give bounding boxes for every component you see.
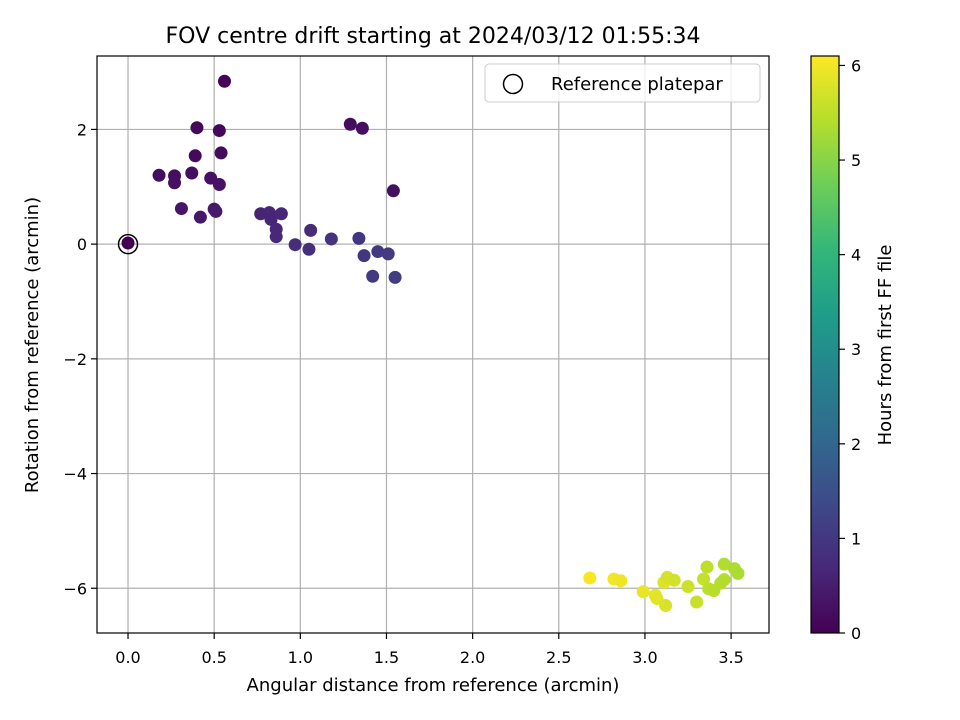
data-point bbox=[352, 231, 366, 245]
data-point bbox=[218, 74, 232, 88]
x-tick-label: 3.0 bbox=[632, 648, 657, 667]
data-point bbox=[386, 184, 400, 198]
data-point bbox=[681, 580, 695, 594]
y-tick-label: −2 bbox=[63, 350, 87, 369]
data-point bbox=[717, 573, 731, 587]
data-point bbox=[188, 149, 202, 163]
legend-label-reference: Reference platepar bbox=[551, 74, 723, 95]
colorbar-tick-label: 6 bbox=[851, 56, 861, 75]
colorbar-tick-label: 5 bbox=[851, 151, 861, 170]
chart-title: FOV centre drift starting at 2024/03/12 … bbox=[166, 24, 701, 49]
legend-box bbox=[484, 63, 761, 103]
data-point bbox=[717, 557, 731, 571]
data-points bbox=[121, 74, 745, 612]
data-point bbox=[700, 560, 714, 574]
data-point bbox=[343, 117, 357, 131]
data-point bbox=[583, 571, 597, 585]
data-point bbox=[667, 573, 681, 587]
data-point bbox=[288, 238, 302, 252]
x-tick-label: 0.0 bbox=[115, 648, 140, 667]
data-point bbox=[697, 572, 711, 586]
y-tick-label: −6 bbox=[63, 579, 87, 598]
data-point bbox=[371, 245, 385, 259]
plot-frame bbox=[96, 55, 770, 634]
data-point bbox=[636, 585, 650, 599]
colorbar-ticks: 0 1 2 3 4 5 6 bbox=[839, 56, 861, 643]
grid bbox=[97, 56, 769, 633]
data-point bbox=[193, 210, 207, 224]
data-point bbox=[302, 242, 316, 256]
data-point bbox=[168, 176, 182, 190]
data-point bbox=[185, 166, 199, 180]
x-tick-label: 0.5 bbox=[201, 648, 226, 667]
colorbar-tick-label: 4 bbox=[851, 246, 861, 265]
x-axis-ticks: 0.0 0.5 1.0 1.5 2.0 2.5 3.0 3.5 bbox=[115, 633, 744, 667]
data-point bbox=[731, 566, 745, 580]
legend: Reference platepar bbox=[484, 63, 761, 103]
x-tick-label: 2.0 bbox=[460, 648, 485, 667]
y-tick-label: 0 bbox=[77, 235, 87, 254]
data-point bbox=[366, 269, 380, 283]
colorbar-label: Hours from first FF file bbox=[875, 245, 896, 446]
colorbar-gradient bbox=[810, 55, 840, 634]
x-tick-label: 3.5 bbox=[718, 648, 743, 667]
colorbar-tick-label: 2 bbox=[851, 435, 861, 454]
data-point bbox=[690, 595, 704, 609]
data-point bbox=[659, 598, 673, 612]
data-point bbox=[324, 232, 338, 246]
data-point bbox=[304, 223, 318, 237]
y-tick-label: 2 bbox=[77, 120, 87, 139]
colorbar-tick-label: 1 bbox=[851, 529, 861, 548]
reference-marker-layer bbox=[117, 233, 139, 255]
x-tick-label: 1.5 bbox=[374, 648, 399, 667]
colorbar-tick-label: 3 bbox=[851, 340, 861, 359]
data-point bbox=[357, 249, 371, 263]
data-point bbox=[264, 212, 278, 226]
legend-marker-reference bbox=[502, 73, 524, 95]
data-point bbox=[212, 124, 226, 138]
colorbar-tick-label: 0 bbox=[851, 624, 861, 643]
data-point bbox=[190, 121, 204, 135]
data-point bbox=[614, 574, 628, 588]
reference-platepar-marker bbox=[117, 233, 139, 255]
data-point bbox=[381, 247, 395, 261]
data-point bbox=[212, 177, 226, 191]
x-axis-label: Angular distance from reference (arcmin) bbox=[247, 675, 620, 696]
data-point bbox=[214, 146, 228, 160]
data-point bbox=[269, 230, 283, 244]
y-tick-label: −4 bbox=[63, 465, 87, 484]
colorbar: 0 1 2 3 4 5 6 Hours from first FF file bbox=[810, 55, 896, 643]
y-axis-label: Rotation from reference (arcmin) bbox=[22, 197, 43, 493]
x-tick-label: 1.0 bbox=[288, 648, 313, 667]
data-point bbox=[121, 236, 135, 250]
data-point bbox=[274, 207, 288, 221]
data-point bbox=[388, 270, 402, 284]
y-axis-ticks: −6 −4 −2 0 2 bbox=[63, 120, 97, 598]
data-point bbox=[152, 168, 166, 182]
data-point bbox=[174, 202, 188, 216]
data-point bbox=[209, 204, 223, 218]
data-point bbox=[355, 121, 369, 135]
x-tick-label: 2.5 bbox=[546, 648, 571, 667]
